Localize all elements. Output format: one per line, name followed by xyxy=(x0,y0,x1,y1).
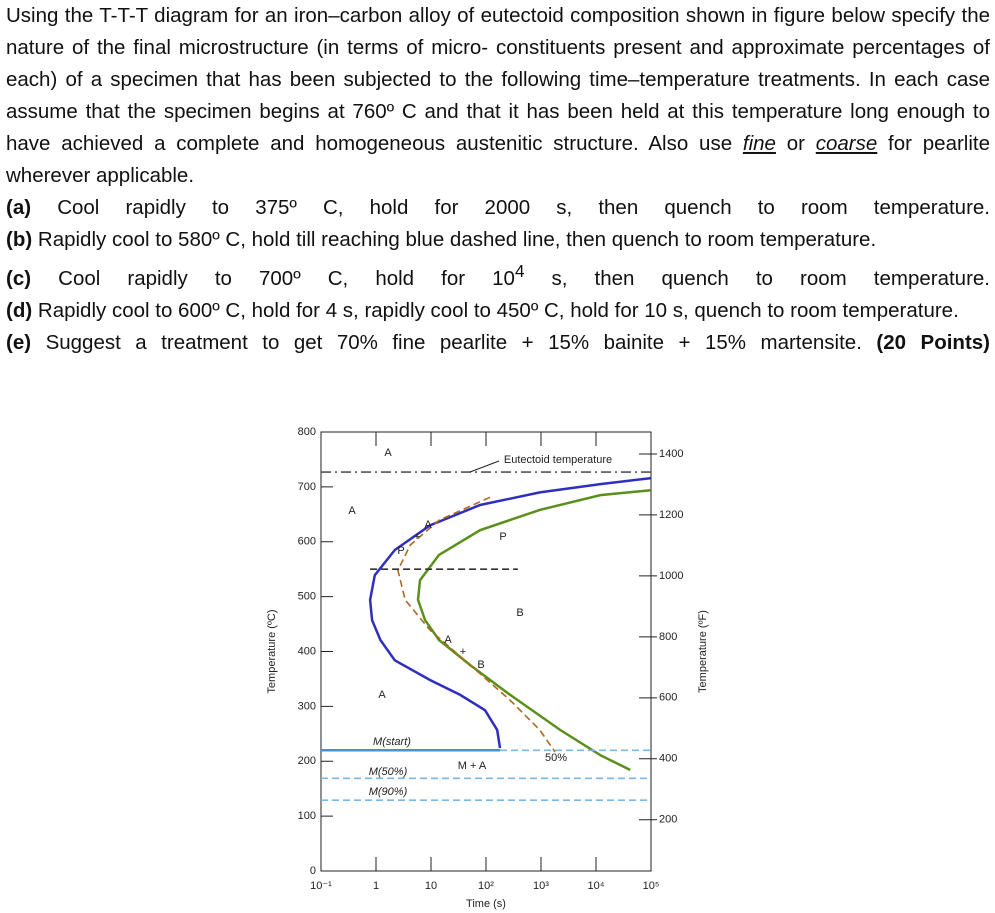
part-text: Cool rapidly to 375º C, hold for 2000 s,… xyxy=(57,196,990,219)
y2-tick-label: 200 xyxy=(659,814,677,826)
intro-text: or xyxy=(775,132,816,155)
emphasis: coarse xyxy=(815,132,878,155)
curve xyxy=(397,496,556,753)
part-label: (a) xyxy=(6,196,32,219)
x-tick-label: 10³ xyxy=(533,880,549,892)
parts: (a) Cool rapidly to 375º C, hold for 200… xyxy=(6,192,990,359)
annotation: P xyxy=(499,531,506,543)
y-tick-label: 500 xyxy=(298,591,316,603)
y2-tick-label: 1200 xyxy=(659,509,683,521)
superscript: 4 xyxy=(514,262,525,281)
part-label: (d) xyxy=(6,298,33,322)
y-tick-label: 200 xyxy=(298,755,316,767)
annotation: P xyxy=(397,545,404,557)
part: (b) Rapidly cool to 580º C, hold till re… xyxy=(6,224,990,256)
curve xyxy=(416,488,652,772)
x-tick-label: 10⁻¹ xyxy=(310,880,332,892)
annotation: + xyxy=(414,531,420,543)
y-tick-label: 400 xyxy=(298,645,316,657)
annotation: Eutectoid temperature xyxy=(504,454,612,466)
part-label: (b) xyxy=(6,228,33,251)
x-tick-label: 10⁴ xyxy=(588,880,605,892)
annotation: A xyxy=(384,447,392,459)
question: Using the T-T-T diagram for an iron–carb… xyxy=(6,0,990,359)
part-label: (c) xyxy=(6,266,32,290)
y-tick-label: 300 xyxy=(298,700,316,712)
part: (a) Cool rapidly to 375º C, hold for 200… xyxy=(6,192,990,224)
y-tick-label: 100 xyxy=(298,810,316,822)
annotation: A xyxy=(444,634,452,646)
annotation: M(90%) xyxy=(369,786,408,798)
y2-tick-label: 800 xyxy=(659,631,677,643)
part: (c) Cool rapidly to 700º C, hold for 104… xyxy=(6,256,990,295)
x-tick-label: 10⁵ xyxy=(643,880,660,892)
part-text: Suggest a treatment to get 70% fine pear… xyxy=(45,330,862,354)
intro: Using the T-T-T diagram for an iron–carb… xyxy=(6,0,990,192)
part-label: (e) xyxy=(6,330,32,354)
curve xyxy=(368,476,652,749)
emphasis: fine xyxy=(742,132,776,155)
intro-text: for pearlite wherever applicable. xyxy=(6,132,990,187)
part-text: s, then quench to room temperature. xyxy=(524,266,990,290)
annotation: B xyxy=(477,659,484,671)
annotation: + xyxy=(460,646,466,658)
annotation: A xyxy=(378,689,386,701)
pointer xyxy=(469,460,500,473)
annotation: A xyxy=(424,519,432,531)
y-tick-label: 700 xyxy=(298,481,316,493)
x-axis-label: Time (s) xyxy=(466,898,506,910)
points: (20 Points) xyxy=(876,330,990,354)
y2-tick-label: 1000 xyxy=(659,570,683,582)
annotation: A xyxy=(348,505,356,517)
part: (e) Suggest a treatment to get 70% fine … xyxy=(6,327,990,359)
part-text: Rapidly cool to 600º C, hold for 4 s, ra… xyxy=(37,298,959,322)
annotation: 50% xyxy=(545,752,567,764)
part-text: Cool rapidly to 700º C, hold for 10 xyxy=(58,266,515,290)
annotation: M + A xyxy=(458,760,487,772)
y-tick-label: 600 xyxy=(298,536,316,548)
x-tick-label: 1 xyxy=(373,880,379,892)
y-tick-label: 0 xyxy=(310,865,316,877)
annotation: B xyxy=(516,607,523,619)
annotation: M(start) xyxy=(373,736,411,748)
y2-tick-label: 400 xyxy=(659,753,677,765)
annotation: M(50%) xyxy=(369,766,408,778)
x-tick-label: 10 xyxy=(425,880,437,892)
y2-tick-label: 600 xyxy=(659,692,677,704)
y2-axis-label: Temperature (ºF) xyxy=(697,610,709,693)
part: (d) Rapidly cool to 600º C, hold for 4 s… xyxy=(6,295,990,327)
y-axis-label: Temperature (ºC) xyxy=(266,609,278,693)
y2-tick-label: 1400 xyxy=(659,448,683,460)
y-tick-label: 800 xyxy=(298,426,316,438)
part-text: Rapidly cool to 580º C, hold till reachi… xyxy=(37,228,877,251)
x-tick-label: 10² xyxy=(478,880,494,892)
plot-frame xyxy=(320,431,652,872)
intro-text: Using the T-T-T diagram for an iron–carb… xyxy=(6,4,990,155)
